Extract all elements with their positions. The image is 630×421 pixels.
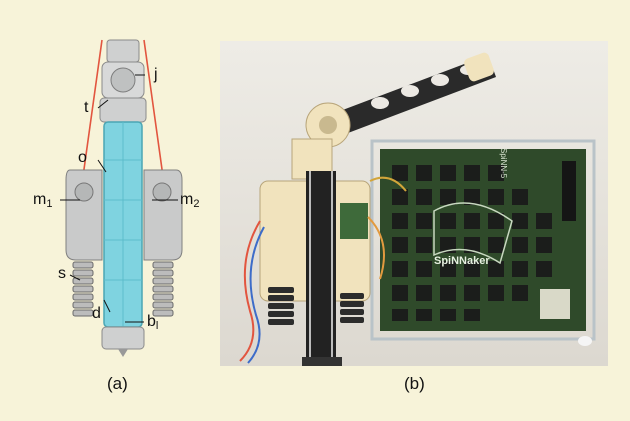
tendon-guide-t (99, 97, 147, 123)
label-m1-sub: 1 (46, 198, 53, 210)
label-m2-base: m (180, 191, 194, 208)
label-bl-sub: l (155, 320, 159, 332)
panel-a-schematic (40, 30, 220, 370)
forearm-tube (340, 55, 496, 133)
label-m1: m1 (33, 192, 52, 210)
spring-left (72, 261, 94, 317)
board-connector (562, 161, 576, 221)
label-bl: bl (147, 314, 158, 332)
board-label: SpiNNaker (434, 255, 490, 267)
caption-a: (a) (107, 374, 128, 393)
forearm-end-cap (464, 52, 494, 82)
cable-red (239, 220, 261, 362)
leader-lines (60, 74, 178, 323)
label-o: o (78, 149, 87, 166)
robot-photo (220, 41, 608, 366)
label-bl-base: b (147, 313, 156, 330)
acrylic-frame (370, 139, 596, 341)
label-j: j (154, 66, 158, 83)
elbow-axle (319, 116, 337, 134)
spring-right (152, 261, 174, 317)
board-header (540, 289, 570, 319)
bottom-cap (101, 326, 145, 350)
tube-segments (104, 122, 142, 327)
top-shaft (106, 39, 140, 63)
label-m2: m2 (180, 192, 199, 210)
caption-b: (b) (404, 374, 425, 393)
label-m2-sub: 2 (193, 198, 200, 210)
arm-schematic (60, 39, 183, 357)
label-s: s (58, 265, 66, 282)
frame-foot (578, 336, 592, 346)
pulley-right (152, 182, 172, 202)
arm-springs (268, 287, 364, 325)
control-board (340, 203, 368, 239)
column-rods (309, 171, 333, 361)
chip-grid (392, 165, 552, 321)
label-t: t (84, 99, 89, 116)
bottom-tip (118, 349, 128, 357)
joint-j (110, 67, 136, 93)
board-model: SpiNN-5 (499, 148, 508, 179)
cable-orange (367, 216, 385, 280)
pulley-left (74, 182, 94, 202)
cable-yellow (369, 176, 407, 192)
label-d: d (92, 305, 101, 322)
spinnaker-logo-outline (433, 202, 513, 265)
panel-b-photo (220, 41, 608, 366)
cable-blue (247, 226, 265, 364)
label-m1-base: m (33, 191, 47, 208)
arm-base (302, 357, 342, 366)
